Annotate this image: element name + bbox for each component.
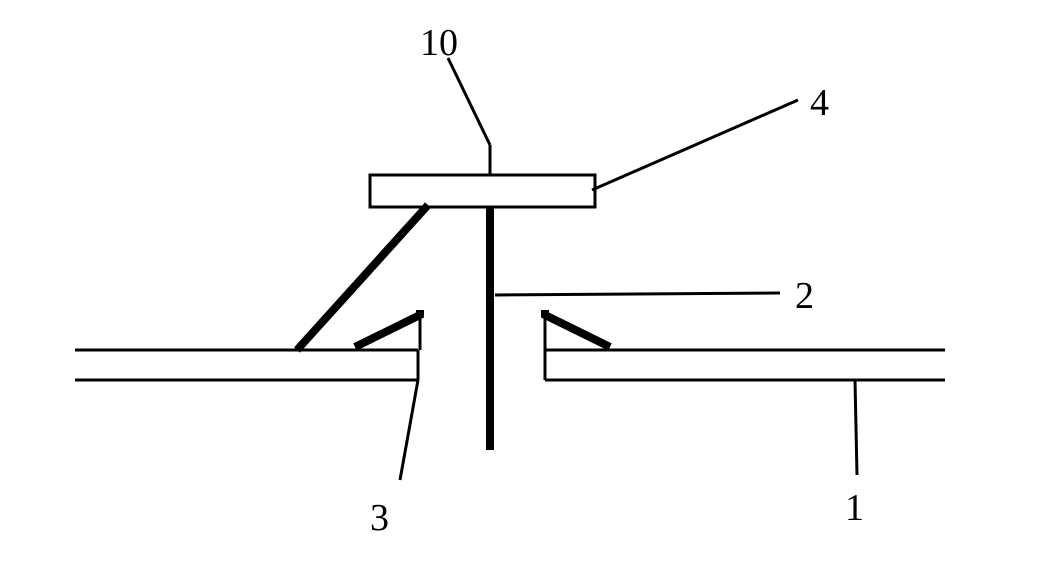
- label-four: 4: [810, 82, 829, 124]
- leader-two: [495, 293, 780, 295]
- label-two: 2: [795, 275, 814, 317]
- leader-one: [855, 380, 857, 475]
- label-ten: 10: [420, 22, 458, 64]
- leader-ten: [448, 58, 490, 145]
- leader-four: [592, 100, 798, 190]
- schematic-diagram: 10 4 2 1 3: [0, 0, 1056, 570]
- main-diagonal: [297, 205, 428, 350]
- label-one: 1: [845, 487, 864, 529]
- label-three: 3: [370, 497, 389, 539]
- left-bracket: [355, 310, 420, 350]
- top-block: [370, 175, 595, 207]
- right-bracket: [545, 310, 610, 350]
- leader-three: [400, 380, 418, 480]
- left-plate: [75, 350, 418, 380]
- right-plate: [545, 350, 945, 380]
